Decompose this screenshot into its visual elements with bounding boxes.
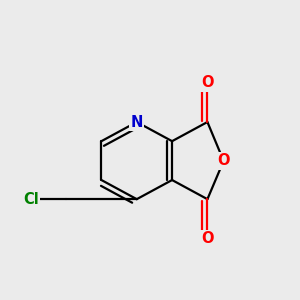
Text: O: O: [218, 153, 230, 168]
Text: Cl: Cl: [23, 192, 39, 207]
Text: O: O: [201, 75, 214, 90]
Text: N: N: [130, 115, 143, 130]
Text: O: O: [201, 231, 214, 246]
